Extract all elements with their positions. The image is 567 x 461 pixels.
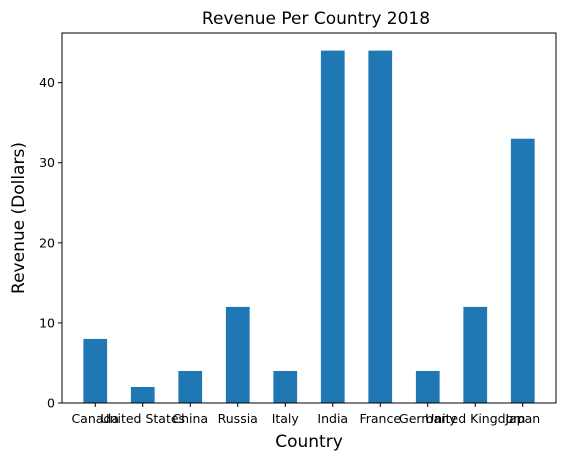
bar-germany — [415, 370, 440, 403]
chart-title: Revenue Per Country 2018 — [202, 9, 430, 29]
bar-china — [178, 370, 203, 403]
y-axis: 0 10 20 30 40 — [39, 75, 62, 411]
y-tick-label: 10 — [39, 315, 55, 330]
bar-canada — [83, 338, 108, 403]
y-tick-label: 40 — [39, 75, 55, 90]
x-tick-label: Canada — [71, 411, 119, 426]
y-tick-label: 30 — [39, 155, 55, 170]
x-tick-label: Germany — [399, 411, 457, 426]
bar-united-kingdom — [463, 306, 488, 403]
x-tick-label: France — [359, 411, 401, 426]
x-tick-label: Italy — [272, 411, 300, 426]
x-tick-label: United States — [100, 411, 185, 426]
bar-japan — [510, 138, 535, 403]
x-tick-label: China — [172, 411, 208, 426]
y-tick-label: 20 — [39, 235, 55, 250]
x-axis-label: Country — [275, 432, 343, 452]
x-tick-label: Russia — [218, 411, 258, 426]
plot-frame — [61, 32, 557, 404]
x-tick-label: Japan — [504, 411, 540, 426]
bar-italy — [273, 370, 298, 403]
bars-group — [83, 50, 535, 404]
bar-russia — [225, 306, 250, 403]
x-tick-label: India — [317, 411, 348, 426]
x-tick-label: United Kingdom — [425, 411, 525, 426]
y-axis-label: Revenue (Dollars) — [9, 142, 29, 294]
bar-united-states — [130, 386, 155, 403]
bar-india — [320, 50, 345, 404]
bar-france — [368, 50, 393, 404]
y-tick-label: 0 — [47, 396, 55, 411]
